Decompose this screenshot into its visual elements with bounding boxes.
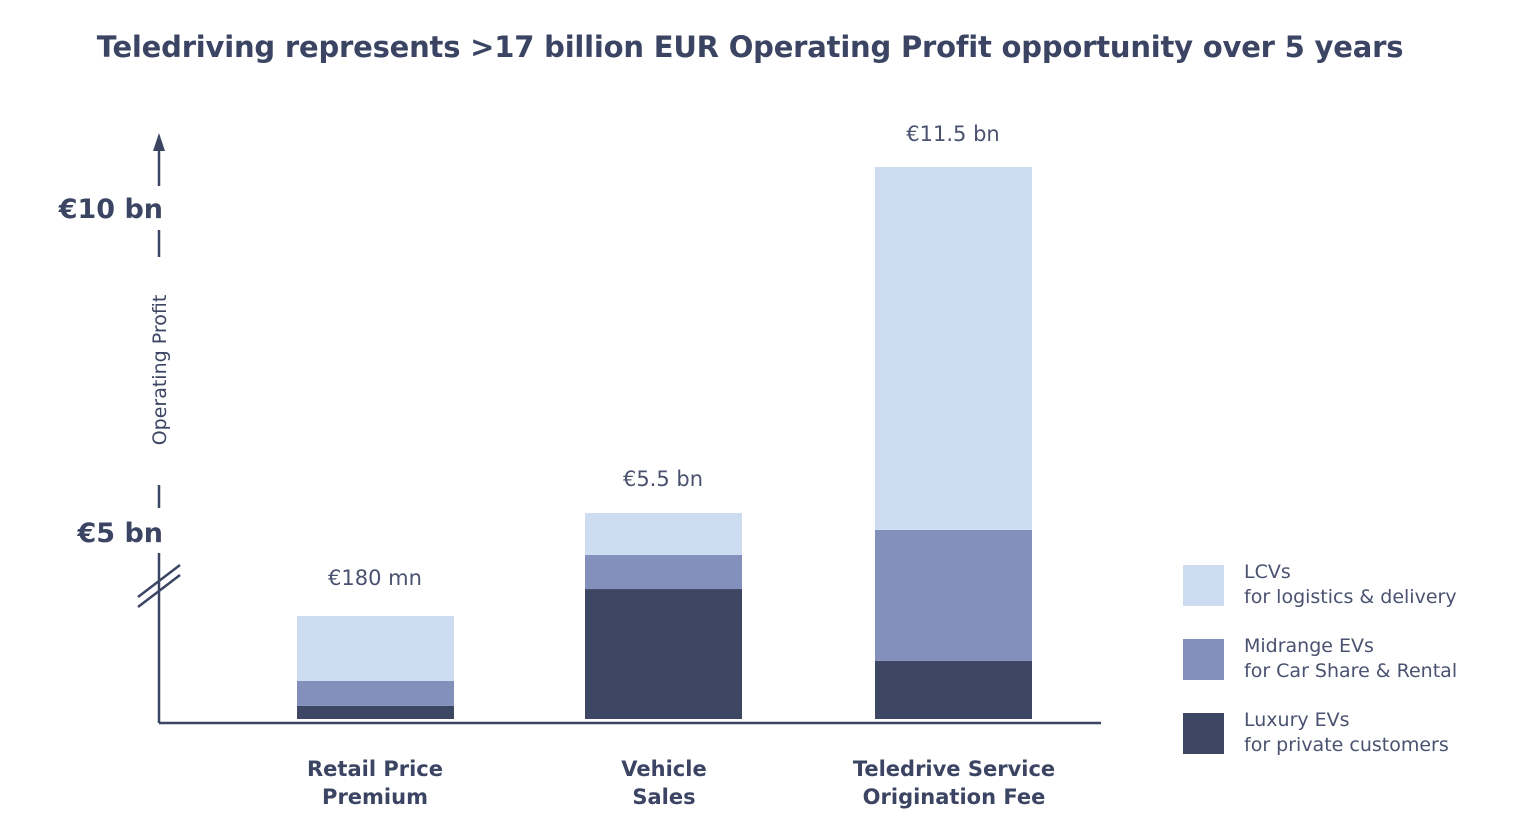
y-tick-label-5bn: €5 bn <box>76 518 163 549</box>
bar-segment-retail-price-premium-midrange-evs <box>297 680 454 706</box>
category-label-vehicle-line1: Vehicle <box>621 757 706 781</box>
legend-swatch-lcvs <box>1183 564 1224 606</box>
bar-segment-vehicle-sales-luxury-evs <box>585 589 742 719</box>
legend-title-lcvs: LCVs <box>1244 561 1291 583</box>
category-label-teledrive-line2: Origination Fee <box>863 785 1046 809</box>
legend: LCVs for logistics & delivery Midrange E… <box>1183 548 1457 770</box>
legend-item-luxury: Luxury EVs for private customers <box>1183 696 1457 770</box>
bar-segment-teledrive-origination-fee-luxury-evs <box>875 660 1032 719</box>
bar-segment-vehicle-sales-midrange-evs <box>585 554 742 590</box>
legend-subtitle-luxury: for private customers <box>1244 734 1449 756</box>
legend-item-lcvs: LCVs for logistics & delivery <box>1183 548 1457 622</box>
legend-title-midrange: Midrange EVs <box>1244 635 1374 657</box>
bars-group <box>297 167 1032 719</box>
axis-break-icon <box>137 564 181 608</box>
category-label-retail-line1: Retail Price <box>307 757 443 781</box>
category-label-teledrive-line1: Teledrive Service <box>853 757 1055 781</box>
bar-segment-vehicle-sales-lcvs <box>585 513 742 555</box>
category-label-vehicle-line2: Sales <box>632 785 695 809</box>
bar-segment-retail-price-premium-luxury-evs <box>297 705 454 719</box>
legend-subtitle-lcvs: for logistics & delivery <box>1244 586 1457 608</box>
chart-title: Teledriving represents >17 billion EUR O… <box>96 30 1404 64</box>
y-tick-label-10bn: €10 bn <box>58 194 163 225</box>
legend-swatch-midrange <box>1183 638 1224 680</box>
legend-title-luxury: Luxury EVs <box>1244 709 1350 731</box>
total-label-teledrive: €11.5 bn <box>906 122 999 146</box>
legend-swatch-luxury <box>1183 712 1224 754</box>
y-axis-title: Operating Profit <box>149 295 171 446</box>
legend-item-midrange: Midrange EVs for Car Share & Rental <box>1183 622 1457 696</box>
legend-subtitle-midrange: for Car Share & Rental <box>1244 660 1458 682</box>
bar-segment-retail-price-premium-lcvs <box>297 616 454 681</box>
bar-segment-teledrive-origination-fee-lcvs <box>875 167 1032 530</box>
total-label-retail: €180 mn <box>328 566 422 590</box>
total-label-vehicle-sales: €5.5 bn <box>623 467 703 491</box>
category-label-retail-line2: Premium <box>322 785 428 809</box>
y-axis-arrow-icon <box>153 133 165 151</box>
bar-segment-teledrive-origination-fee-midrange-evs <box>875 529 1032 661</box>
